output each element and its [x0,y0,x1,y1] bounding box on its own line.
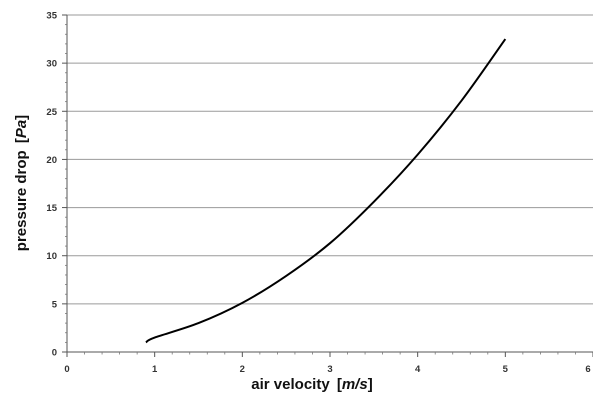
y-tick-label-30: 30 [46,59,57,70]
x-axis-title: air velocity [m/s] [251,376,372,393]
y-tick-label-20: 20 [46,155,57,166]
y-tick-label-10: 10 [46,251,57,262]
gridlines [67,14,593,305]
x-tick-label-3: 3 [327,364,332,375]
plot-area [67,15,593,352]
x-tick-label-2: 2 [240,364,245,375]
y-tick-label-25: 25 [46,107,57,118]
y-tick-labels: 0 5 10 15 20 25 30 35 [46,11,57,359]
x-tick-label-6: 6 [585,364,590,375]
y-tick-label-0: 0 [52,348,57,359]
tick-marks [62,14,593,357]
x-tick-label-5: 5 [503,364,509,375]
y-tick-label-5: 5 [52,299,58,310]
x-tick-labels: 0 1 2 3 4 5 6 [64,364,590,375]
series-group [145,38,507,344]
x-tick-label-4: 4 [415,364,421,375]
x-tick-label-0: 0 [64,364,69,375]
y-tick-label-15: 15 [46,203,57,214]
y-axis-title: pressure drop [Pa] [13,115,30,251]
y-tick-label-35: 35 [46,11,57,22]
x-tick-label-1: 1 [152,364,158,375]
series-line-0 [145,38,507,344]
